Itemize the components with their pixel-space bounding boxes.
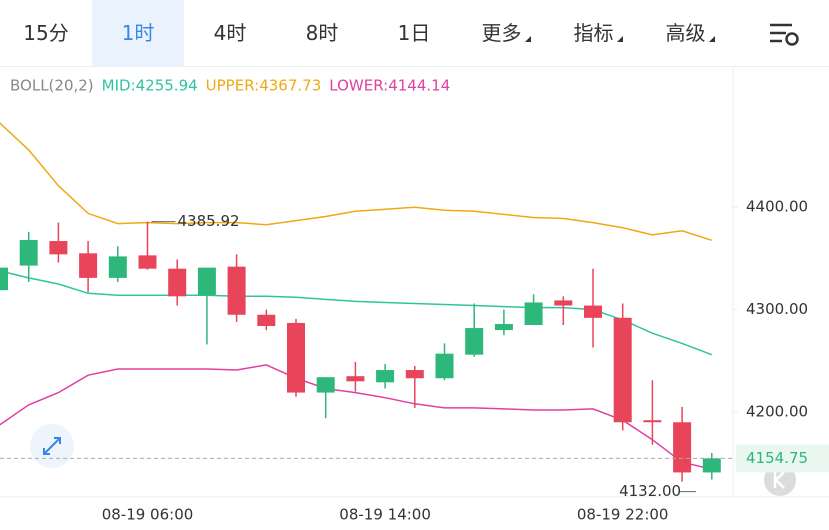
plot-area bbox=[0, 122, 721, 482]
candle-body bbox=[257, 314, 276, 327]
candle-body bbox=[554, 300, 573, 306]
tab[interactable]: 15分 bbox=[23, 21, 69, 45]
legend-entry: MID:4255.94 bbox=[102, 77, 198, 95]
indicator-title: BOLL(20,2) bbox=[10, 77, 94, 95]
candle-body bbox=[287, 322, 305, 393]
candle-body bbox=[643, 420, 662, 423]
candle-body bbox=[168, 268, 187, 297]
max-label: 4385.92 bbox=[178, 212, 240, 230]
y-tick-label: 4300.00 bbox=[746, 300, 808, 318]
candle-body bbox=[702, 458, 721, 473]
settings-icon[interactable] bbox=[764, 14, 804, 54]
candle-body bbox=[494, 323, 513, 331]
candle-body bbox=[49, 241, 68, 255]
candle-body bbox=[138, 255, 157, 269]
candle-body bbox=[524, 302, 543, 325]
candle-body bbox=[19, 240, 38, 266]
tab-label: 高级 bbox=[665, 21, 706, 45]
candle-body bbox=[613, 317, 632, 423]
tab-label: 更多 bbox=[481, 21, 522, 45]
min-label: 4132.00 bbox=[619, 482, 681, 500]
candle-body bbox=[346, 376, 365, 382]
candle-body bbox=[197, 267, 216, 296]
candle-body bbox=[584, 305, 602, 318]
tab-dropdown[interactable]: 更多 bbox=[460, 0, 552, 66]
boll-line bbox=[0, 270, 713, 356]
tab-label: 指标 bbox=[573, 21, 614, 45]
candle-body bbox=[405, 370, 424, 379]
legend-entry: LOWER:4144.14 bbox=[329, 77, 450, 95]
timeframe-tabs: 15分 1时 4时 8时 1日 更多 指标 高级 bbox=[0, 0, 829, 67]
last-price-box bbox=[736, 444, 829, 473]
boll-line bbox=[0, 122, 713, 242]
dropdown-arrow bbox=[524, 36, 531, 42]
x-tick-label: 08-19 22:00 bbox=[577, 506, 669, 524]
candle-body bbox=[79, 253, 98, 278]
dropdown-arrow bbox=[616, 36, 623, 42]
boll-line bbox=[0, 364, 712, 470]
x-tick-label: 08-19 06:00 bbox=[102, 506, 194, 524]
x-tick-label: 08-19 14:00 bbox=[339, 506, 431, 524]
y-tick-label: 4400.00 bbox=[746, 198, 808, 216]
tab[interactable]: 8时 bbox=[305, 21, 339, 45]
dropdown-arrow bbox=[708, 36, 715, 42]
expand-button[interactable] bbox=[30, 424, 74, 468]
legend-entry: UPPER:4367.73 bbox=[206, 77, 322, 95]
tab-dropdown[interactable]: 指标 bbox=[552, 0, 644, 66]
candle-body bbox=[435, 353, 454, 379]
candle-body bbox=[108, 256, 127, 278]
y-tick-label: 4200.00 bbox=[746, 403, 808, 421]
candle-body bbox=[465, 328, 484, 355]
candle-body bbox=[376, 370, 395, 383]
candle-body bbox=[227, 266, 246, 315]
tab[interactable]: 1日 bbox=[397, 21, 431, 45]
candle-body bbox=[0, 267, 8, 291]
tab[interactable]: 4时 bbox=[213, 21, 247, 45]
tab-selected[interactable]: 1时 bbox=[92, 0, 184, 66]
last-price-label: 4154.75 bbox=[746, 449, 808, 467]
tab-dropdown[interactable]: 高级 bbox=[644, 0, 736, 66]
candle-body bbox=[316, 377, 335, 393]
candle-body bbox=[673, 422, 692, 473]
